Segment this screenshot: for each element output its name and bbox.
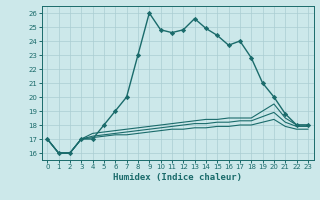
X-axis label: Humidex (Indice chaleur): Humidex (Indice chaleur) [113,173,242,182]
